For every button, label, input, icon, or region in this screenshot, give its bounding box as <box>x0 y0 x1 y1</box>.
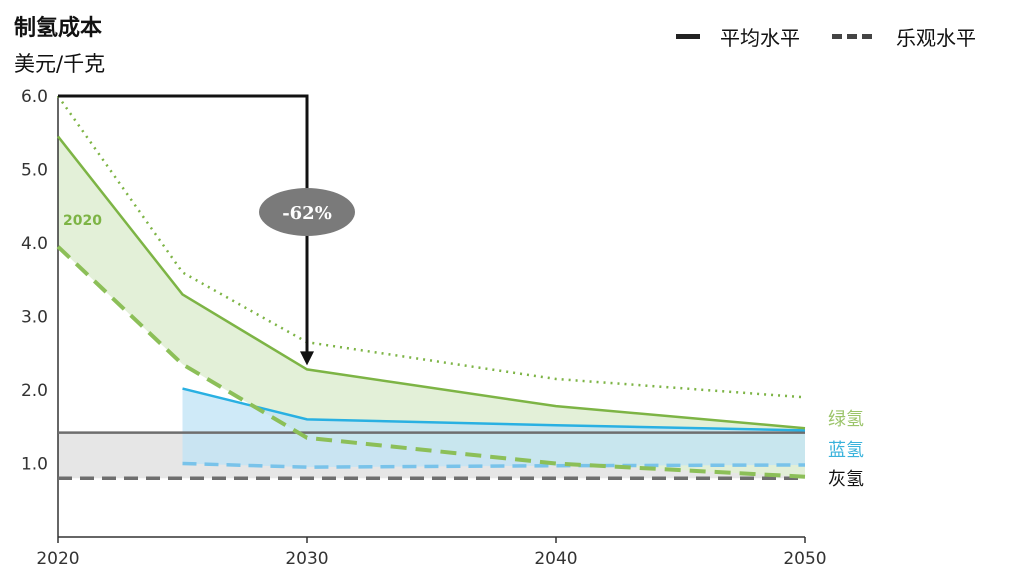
y-tick-label: 5.0 <box>21 161 48 181</box>
legend-optimistic-label: 乐观水平 <box>896 26 976 50</box>
grey-hydrogen-label: 灰氢 <box>828 469 864 490</box>
x-tick-label: 2050 <box>783 549 826 569</box>
reduction-bubble <box>259 188 355 236</box>
green-hydrogen-label: 绿氢 <box>828 409 864 430</box>
chart-unit: 美元/千克 <box>14 52 106 76</box>
y-tick-label: 6.0 <box>21 87 48 107</box>
legend-solid-swatch <box>676 34 700 39</box>
legend-optimistic: 乐观水平 <box>832 22 976 51</box>
green-hydrogen-band <box>58 136 805 477</box>
blue-hydrogen-average-line <box>182 387 806 432</box>
start-year-label: 2020 <box>63 213 102 229</box>
legend-average-label: 平均水平 <box>720 26 800 50</box>
y-tick-label: 4.0 <box>21 234 48 254</box>
y-tick-label: 3.0 <box>21 308 48 328</box>
green-hydrogen-optimistic-line <box>56 245 806 479</box>
legend-average: 平均水平 <box>676 22 800 51</box>
x-tick-label: 2040 <box>534 549 577 569</box>
y-tick-label: 1.0 <box>21 455 48 475</box>
blue-hydrogen-label: 蓝氢 <box>828 440 864 461</box>
y-tick-label: 2.0 <box>21 381 48 401</box>
reduction-label: -62% <box>282 203 332 224</box>
blue-hydrogen-band <box>182 388 805 468</box>
reduction-arrow-head <box>300 351 314 366</box>
reduction-arrow-line <box>58 94 309 354</box>
legend-dashed-swatch <box>832 34 872 39</box>
x-tick-label: 2020 <box>36 549 79 569</box>
x-tick-label: 2030 <box>285 549 328 569</box>
blue-hydrogen-optimistic-line <box>182 461 806 469</box>
green-hydrogen-average-line <box>57 135 806 430</box>
chart-title: 制氢成本 <box>14 16 103 41</box>
